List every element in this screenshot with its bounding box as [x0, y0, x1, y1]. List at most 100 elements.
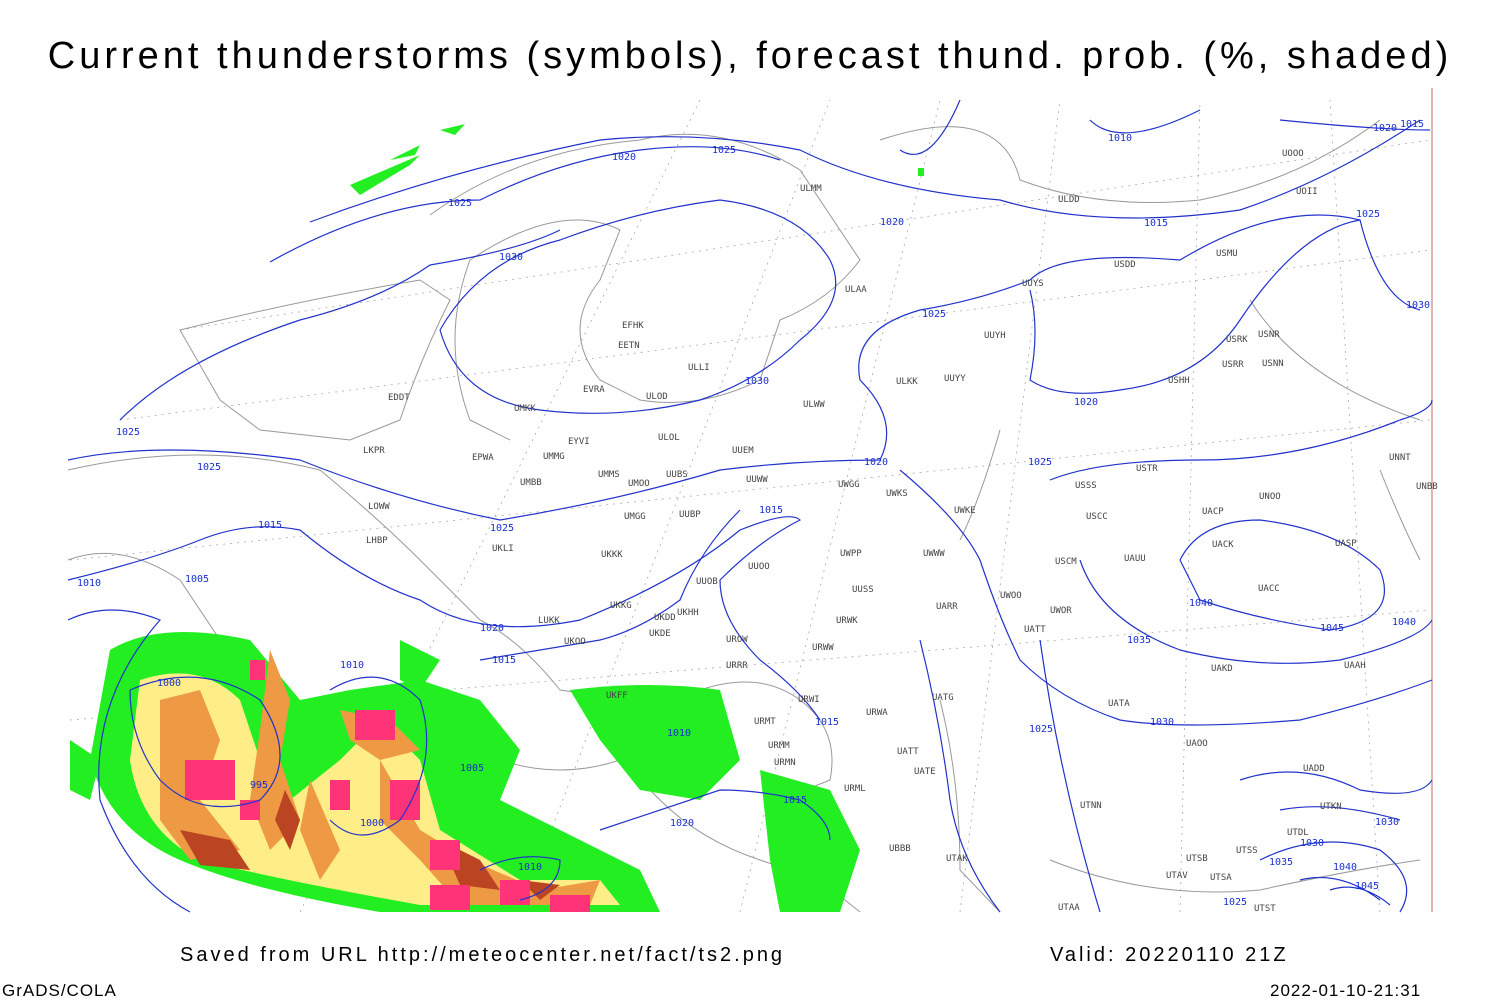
isobar-label: 1020 [1373, 123, 1397, 134]
station-code: UWOO [1000, 591, 1022, 601]
isobar-label: 1015 [492, 655, 516, 666]
isobar-label: 1015 [759, 505, 783, 516]
station-code: UATT [1024, 625, 1046, 635]
isobar-label: 1020 [670, 818, 694, 829]
isobar-label: 1000 [360, 818, 384, 829]
station-code: UTKN [1320, 802, 1342, 812]
station-code: UACK [1212, 540, 1234, 550]
station-code: USDD [1114, 260, 1136, 270]
station-code: UARR [936, 602, 958, 612]
station-code: USTR [1136, 464, 1158, 474]
station-code: UUOO [748, 562, 770, 572]
station-code: UTAA [1058, 903, 1080, 913]
station-code: UAUU [1124, 554, 1146, 564]
station-code: UATE [914, 767, 936, 777]
isobar-label: 1020 [480, 623, 504, 634]
isobars [67, 99, 1433, 913]
station-code: URRR [726, 661, 748, 671]
isobar-label: 995 [250, 780, 268, 791]
station-code: UAAH [1344, 661, 1366, 671]
isobar-label: 1000 [157, 678, 181, 689]
station-code: UASP [1335, 539, 1357, 549]
isobar-label: 1005 [460, 763, 484, 774]
isobar-label: 1040 [1333, 862, 1357, 873]
station-code: UATA [1108, 699, 1130, 709]
station-code: UAOO [1186, 739, 1208, 749]
isobar-label: 1030 [1375, 817, 1399, 828]
isobar-label: 1025 [1029, 724, 1053, 735]
station-code: URMT [754, 717, 776, 727]
station-code: UUYY [944, 374, 966, 384]
station-code: UOII [1296, 187, 1318, 197]
station-code: USNN [1262, 359, 1284, 369]
station-code: UWPP [840, 549, 862, 559]
station-code: USHH [1168, 376, 1190, 386]
station-code: UROW [726, 635, 748, 645]
station-code: UACC [1258, 584, 1280, 594]
isobar-label: 1045 [1320, 623, 1344, 634]
isobar-label: 1025 [1356, 209, 1380, 220]
station-code: UKLI [492, 544, 514, 554]
station-code: USMU [1216, 249, 1238, 259]
station-code: UMBB [520, 478, 542, 488]
isobar-label: 1030 [745, 376, 769, 387]
station-code: EFHK [622, 321, 644, 331]
isobar-label: 1015 [783, 795, 807, 806]
station-code: UTAV [1166, 871, 1188, 881]
station-code: UKKK [601, 550, 623, 560]
station-code: UWGG [838, 480, 860, 490]
station-code: UUSS [852, 585, 874, 595]
isobar-label: 1035 [1269, 857, 1293, 868]
station-code: URWK [836, 616, 858, 626]
station-code: UUWW [746, 475, 768, 485]
isobar-label: 1015 [815, 717, 839, 728]
station-code: ULMM [800, 184, 822, 194]
station-labels: ULDD USDD USMU ULAA ULMM UUYS EFHK EETN ULLI UUYH… [363, 149, 1438, 914]
station-code: UOOO [1282, 149, 1304, 159]
station-code: EYVI [568, 437, 590, 447]
isobar-label: 1010 [77, 578, 101, 589]
isobar-label: 1005 [185, 574, 209, 585]
station-code: UBBB [889, 844, 911, 854]
isobar-label: 1030 [499, 252, 523, 263]
isobar-label: 1010 [518, 862, 542, 873]
station-code: UNBB [1416, 482, 1438, 492]
station-code: ULDD [1058, 195, 1080, 205]
station-code: ULLI [688, 363, 710, 373]
station-code: ULAA [845, 285, 867, 295]
isobar-label: 1040 [1189, 598, 1213, 609]
thunderstorm-probability-shading [70, 124, 924, 912]
station-code: UAKD [1211, 664, 1233, 674]
station-code: UWKE [954, 506, 976, 516]
isobar-label: 1025 [712, 145, 736, 156]
station-code: UWKS [886, 489, 908, 499]
station-code: UNOO [1259, 492, 1281, 502]
station-code: EPWA [472, 453, 494, 463]
isobar-label: 1010 [340, 660, 364, 671]
station-code: UKFF [606, 691, 628, 701]
isobar-label: 1020 [880, 217, 904, 228]
station-code: URWA [866, 708, 888, 718]
station-code: USRK [1226, 335, 1248, 345]
isobar-label: 1025 [1223, 897, 1247, 908]
station-code: EETN [618, 341, 640, 351]
station-code: LUKK [538, 616, 560, 626]
station-code: USSS [1075, 481, 1097, 491]
station-code: UTST [1254, 904, 1276, 914]
station-code: UTNN [1080, 801, 1102, 811]
station-code: UADD [1303, 764, 1325, 774]
isobar-label: 1010 [1108, 133, 1132, 144]
station-code: LOWW [368, 502, 390, 512]
station-code: USRR [1222, 360, 1244, 370]
isobar-label: 1030 [1300, 838, 1324, 849]
valid-time: Valid: 20220110 21Z [1050, 944, 1289, 966]
station-code: LHBP [366, 536, 388, 546]
isobar-label: 1025 [1028, 457, 1052, 468]
station-code: UATG [932, 693, 954, 703]
isobar-label: 1035 [1127, 635, 1151, 646]
isobar-label: 1015 [258, 520, 282, 531]
station-code: USNR [1258, 330, 1280, 340]
isobar-label: 1015 [1144, 218, 1168, 229]
station-code: URWW [812, 643, 834, 653]
graticule [69, 99, 1431, 913]
